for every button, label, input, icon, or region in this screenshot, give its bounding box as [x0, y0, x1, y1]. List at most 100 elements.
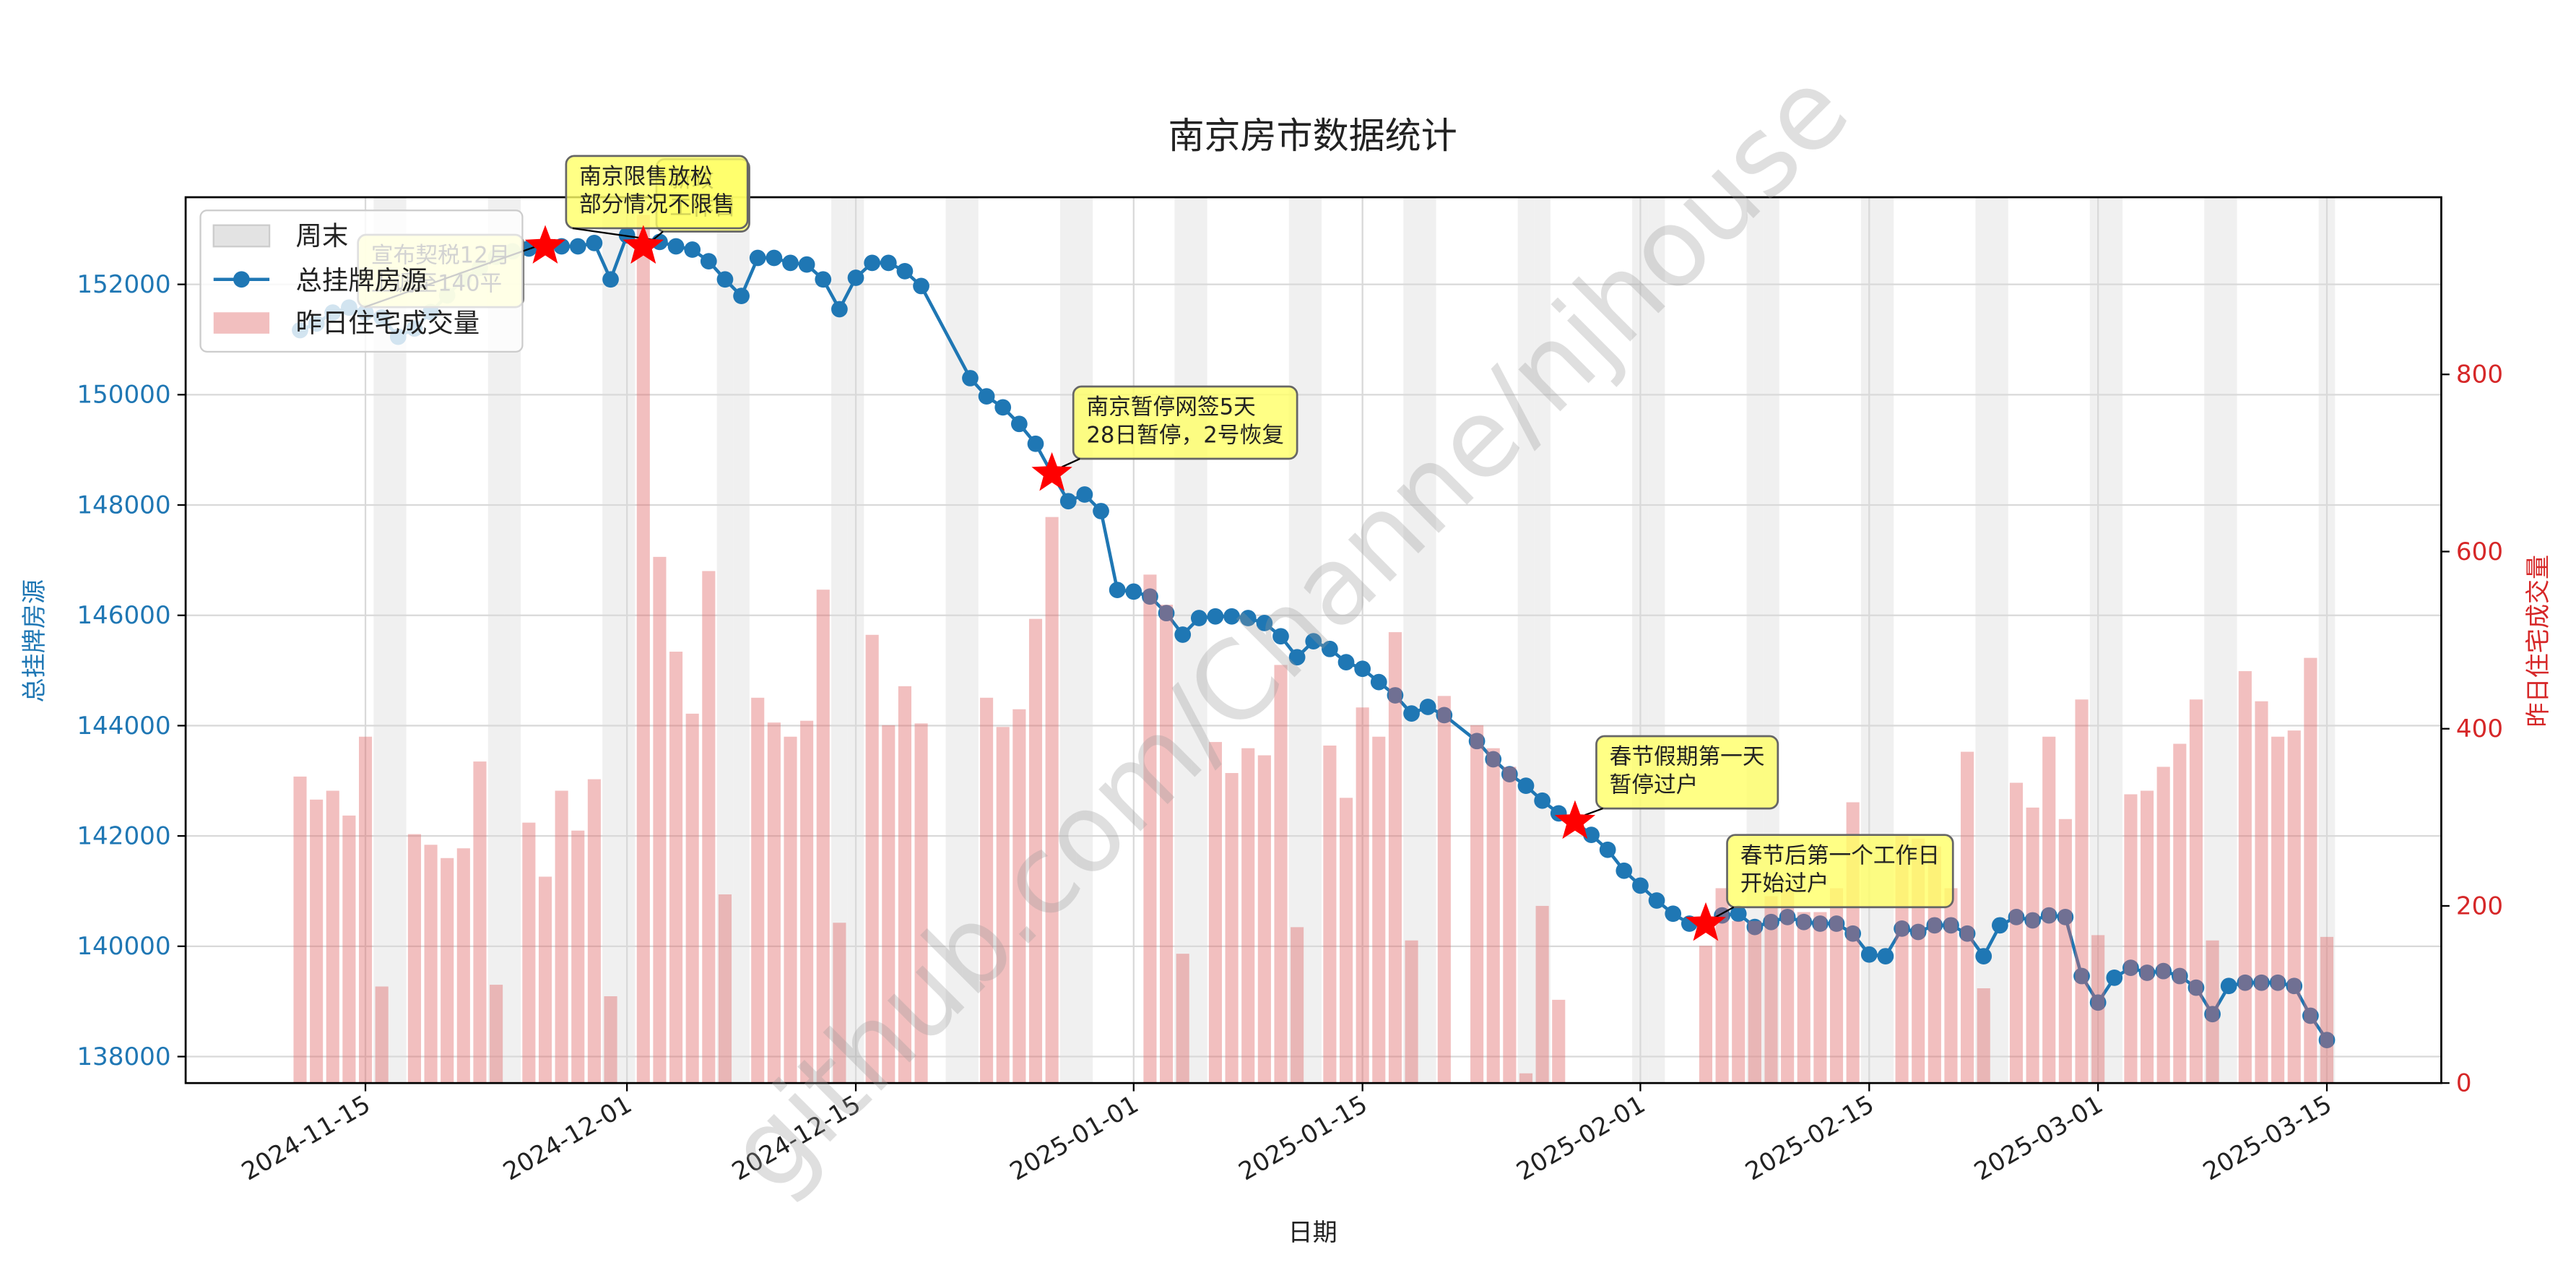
point	[1943, 917, 1959, 934]
weekend-band	[1648, 197, 1665, 1084]
point	[896, 262, 914, 280]
point	[1436, 707, 1453, 724]
bar	[293, 776, 307, 1084]
chart-title: 南京房市数据统计	[1168, 115, 1457, 157]
point	[1844, 925, 1862, 942]
legend-swatch	[233, 271, 250, 288]
point	[1926, 917, 1943, 934]
point	[1174, 626, 1192, 643]
bar	[2255, 701, 2268, 1084]
annotation-arrow	[1061, 458, 1080, 468]
bar	[2026, 807, 2039, 1084]
watermark: github.com/Channe/njhouse	[703, 47, 1873, 1217]
point	[1354, 660, 1371, 678]
point	[667, 238, 685, 255]
point	[1763, 913, 1779, 931]
bar	[2271, 736, 2285, 1084]
bar	[2189, 699, 2203, 1084]
bar	[2042, 736, 2056, 1084]
y2-tick-label: 200	[2456, 891, 2503, 920]
point	[1370, 673, 1387, 691]
annotation-star	[623, 225, 664, 264]
x-axis-label: 日期	[1288, 1219, 1337, 1248]
bar	[1160, 605, 1174, 1084]
point	[864, 254, 881, 272]
point	[1337, 654, 1355, 671]
bar	[1274, 665, 1288, 1084]
bar	[571, 830, 585, 1084]
bar	[702, 571, 716, 1084]
bar	[1486, 748, 1500, 1084]
bar	[1944, 888, 1958, 1084]
bar	[833, 923, 846, 1084]
point	[2040, 907, 2057, 924]
point	[684, 241, 701, 258]
annotation-star	[1685, 902, 1726, 941]
y2-tick-label: 400	[2456, 714, 2503, 743]
point	[2318, 1032, 2336, 1048]
weekend-band	[2106, 197, 2123, 1084]
annotation-box	[1595, 735, 1779, 810]
point	[1403, 705, 1420, 722]
x-tick-label: 2024-12-01	[498, 1090, 637, 1187]
bar	[1748, 920, 1761, 1084]
point	[1223, 608, 1240, 625]
bar	[882, 725, 895, 1084]
weekend-band	[716, 197, 734, 1084]
bar	[1028, 618, 1043, 1084]
annotation-arrow	[1715, 906, 1735, 918]
bar	[1732, 920, 1745, 1084]
y2-tick-label: 800	[2456, 360, 2503, 389]
point	[733, 288, 750, 305]
y-tick-label: 140000	[77, 932, 170, 961]
bar	[1813, 912, 1827, 1084]
point	[1190, 610, 1207, 626]
point	[1239, 610, 1257, 626]
weekend-band	[504, 197, 521, 1084]
point	[2204, 1006, 2221, 1023]
point	[1207, 608, 1224, 625]
bar	[1143, 574, 1157, 1084]
bar	[1012, 709, 1026, 1084]
annotation-text: 28日暂停，2号恢复	[1086, 422, 1284, 448]
point	[1305, 633, 1322, 649]
y-tick-label: 138000	[77, 1042, 170, 1071]
point	[569, 238, 586, 255]
point	[1468, 733, 1486, 750]
bar	[751, 697, 765, 1084]
point	[1010, 415, 1028, 433]
weekend-band	[733, 197, 750, 1084]
point	[2089, 994, 2107, 1011]
y2-tick-label: 600	[2456, 537, 2503, 566]
point	[2008, 908, 2025, 925]
bar	[1781, 888, 1795, 1084]
bar	[1519, 1073, 1533, 1084]
bar	[2124, 794, 2138, 1084]
bar	[669, 652, 683, 1084]
x-tick-label: 2025-03-15	[2198, 1090, 2337, 1187]
y-tick-label: 144000	[77, 712, 170, 741]
weekend-band	[487, 197, 505, 1084]
bar	[358, 736, 373, 1084]
bar	[2287, 730, 2301, 1084]
y2-tick-label: 0	[2456, 1069, 2472, 1098]
bar	[1961, 751, 1974, 1084]
bar	[2009, 782, 2024, 1084]
point	[2106, 969, 2123, 986]
point	[1616, 862, 1633, 879]
point	[766, 249, 783, 267]
bar	[326, 790, 339, 1084]
bar	[898, 686, 911, 1084]
point	[913, 277, 929, 295]
bar	[767, 722, 781, 1084]
bar	[2304, 657, 2317, 1084]
y-tick-label: 152000	[77, 270, 170, 299]
x-tick-label: 2025-02-15	[1740, 1090, 1879, 1187]
bar	[2320, 936, 2334, 1084]
point	[749, 249, 766, 267]
point	[831, 301, 848, 318]
point	[962, 370, 979, 387]
bar	[1977, 988, 1990, 1084]
